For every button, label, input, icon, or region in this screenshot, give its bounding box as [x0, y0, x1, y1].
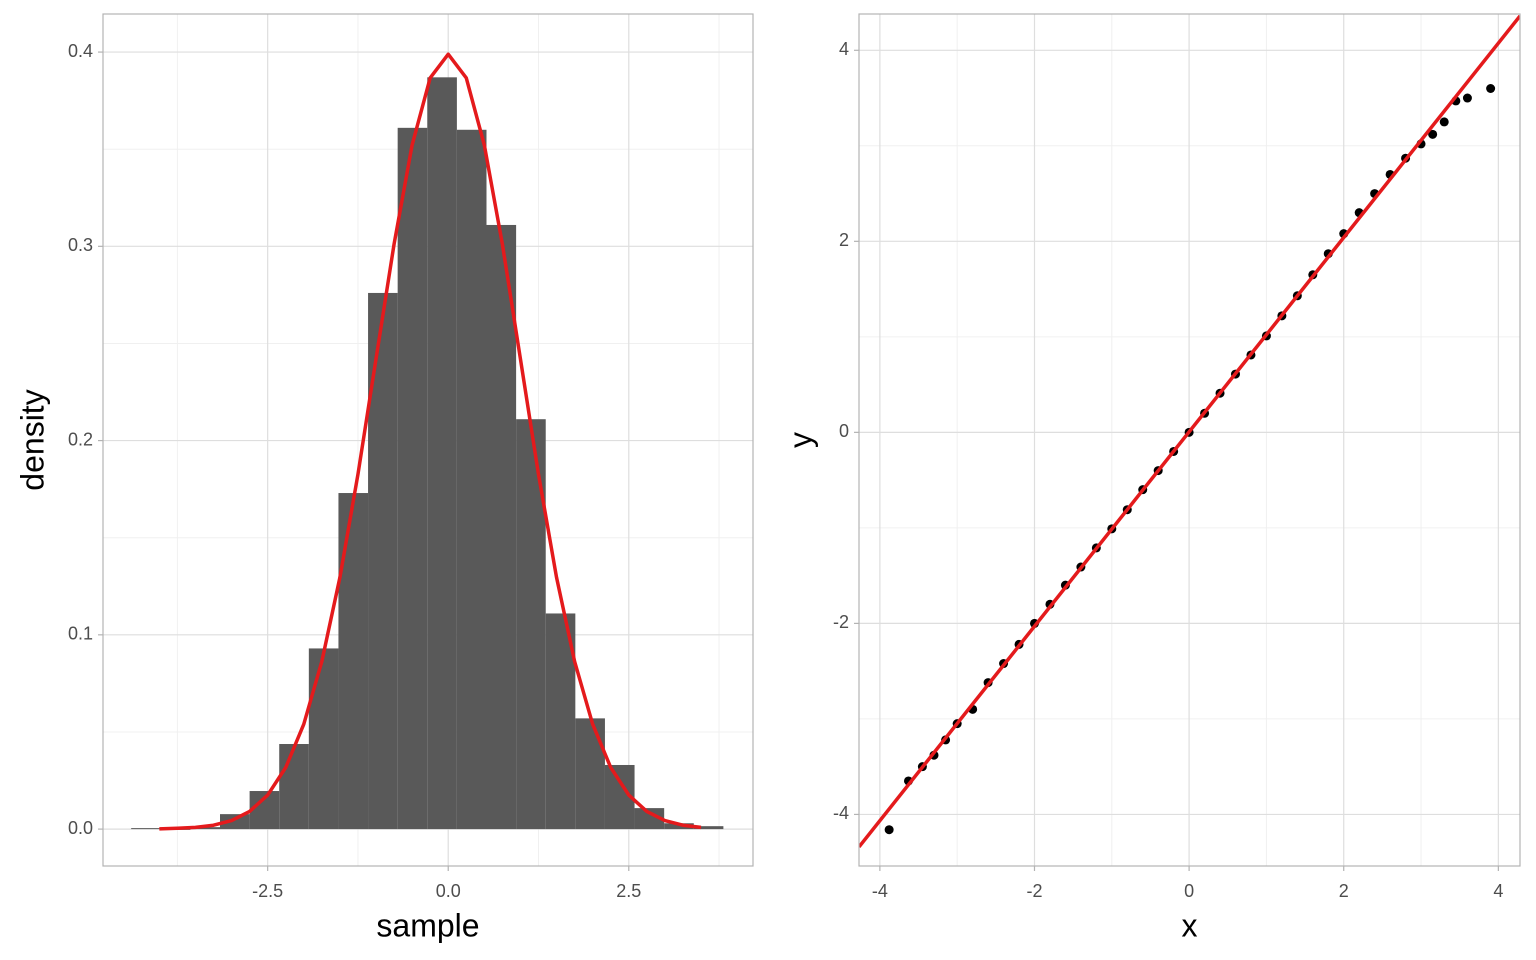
x-tick-label: 0 [1184, 881, 1194, 901]
x-tick-label: -2.5 [252, 881, 283, 901]
point [1439, 117, 1449, 127]
panel [859, 14, 1520, 866]
bar [190, 827, 220, 830]
x-tick-label: -4 [872, 881, 888, 901]
y-tick-label: 0.3 [68, 235, 93, 255]
x-tick-label: 2.5 [616, 881, 641, 901]
x-tick-label: 2 [1339, 881, 1349, 901]
bar [338, 493, 369, 830]
panel [103, 14, 753, 866]
bar [693, 826, 724, 830]
y-axis-title: density [14, 389, 50, 490]
point [1428, 129, 1438, 139]
y-tick-label: -4 [833, 803, 849, 823]
panel-border [102, 13, 754, 867]
x-tick-label: 0.0 [436, 881, 461, 901]
x-axis-title: x [1182, 907, 1198, 943]
bar [427, 77, 457, 830]
y-axis-title: y [782, 432, 818, 448]
y-tick-label: 0.1 [68, 624, 93, 644]
x-tick-label: 4 [1493, 881, 1503, 901]
x-tick-label: -2 [1026, 881, 1042, 901]
y-tick-label: 4 [839, 39, 849, 59]
y-tick-label: -2 [833, 612, 849, 632]
point [1486, 84, 1496, 94]
point [1462, 93, 1472, 103]
bar [575, 718, 605, 830]
point [884, 825, 894, 835]
reference-line [859, 14, 1520, 848]
bar [131, 828, 161, 830]
x-axis-title: sample [376, 907, 479, 943]
bar [279, 744, 309, 830]
density-curve [159, 52, 702, 831]
y-tick-label: 0.4 [68, 41, 93, 61]
bar [634, 808, 665, 830]
bar [486, 224, 517, 830]
bar [397, 127, 428, 830]
y-tick-label: 0.2 [68, 429, 93, 449]
bar [308, 648, 339, 830]
y-tick-label: 0 [839, 421, 849, 441]
bar [220, 814, 250, 830]
bar [664, 823, 694, 830]
y-tick-label: 0.0 [68, 818, 93, 838]
y-tick-label: 2 [839, 230, 849, 250]
panel-border [858, 13, 1521, 867]
bar [456, 129, 487, 830]
